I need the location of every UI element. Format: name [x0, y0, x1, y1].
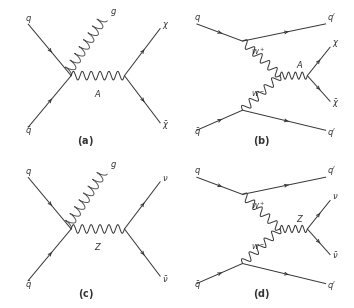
- Text: $Z$: $Z$: [296, 213, 304, 224]
- Text: $q'$: $q'$: [327, 10, 337, 23]
- Text: $\bar{q}$: $\bar{q}$: [194, 279, 201, 292]
- Text: $\mathbf{(d)}$: $\mathbf{(d)}$: [253, 287, 270, 301]
- Text: $\mathbf{(a)}$: $\mathbf{(a)}$: [77, 134, 94, 148]
- Text: $\chi$: $\chi$: [162, 20, 170, 31]
- Text: $W^-$: $W^-$: [251, 242, 265, 251]
- Text: $\mathbf{(b)}$: $\mathbf{(b)}$: [253, 134, 270, 148]
- Text: $\bar{\nu}$: $\bar{\nu}$: [332, 250, 338, 261]
- Text: $\nu$: $\nu$: [332, 192, 338, 201]
- Text: $q$: $q$: [25, 167, 32, 178]
- Text: $W^+$: $W^+$: [251, 47, 265, 58]
- Text: $\bar{q}$: $\bar{q}$: [25, 279, 32, 291]
- Text: $A$: $A$: [94, 88, 102, 99]
- Text: $q$: $q$: [25, 14, 32, 25]
- Text: $\nu$: $\nu$: [162, 174, 169, 183]
- Text: $g$: $g$: [110, 160, 117, 171]
- Text: $q'$: $q'$: [327, 126, 337, 139]
- Text: $q$: $q$: [194, 166, 201, 177]
- Text: $A$: $A$: [296, 59, 303, 71]
- Text: $g$: $g$: [110, 7, 117, 18]
- Text: $\bar{\chi}$: $\bar{\chi}$: [162, 120, 170, 132]
- Text: $\bar{q}$: $\bar{q}$: [194, 126, 201, 139]
- Text: $\mathbf{(c)}$: $\mathbf{(c)}$: [78, 287, 93, 301]
- Text: $q$: $q$: [194, 13, 201, 23]
- Text: $q'$: $q'$: [327, 279, 337, 292]
- Text: $\chi$: $\chi$: [332, 38, 339, 49]
- Text: $q'$: $q'$: [327, 164, 337, 177]
- Text: $\bar{\chi}$: $\bar{\chi}$: [332, 97, 339, 110]
- Text: $W^-$: $W^-$: [251, 89, 265, 98]
- Text: $\bar{\nu}$: $\bar{\nu}$: [162, 274, 169, 285]
- Text: $\bar{q}$: $\bar{q}$: [25, 125, 32, 138]
- Text: $W^+$: $W^+$: [251, 201, 265, 211]
- Text: $Z$: $Z$: [94, 241, 102, 252]
